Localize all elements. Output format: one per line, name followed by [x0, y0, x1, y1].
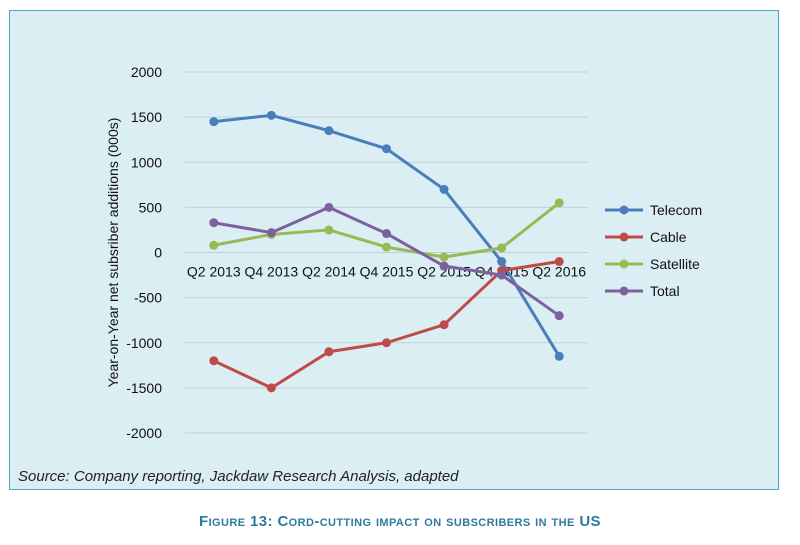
legend-marker-cable [619, 232, 629, 242]
data-point-telecom [497, 257, 507, 267]
y-tick-label: -2000 [126, 425, 162, 441]
data-point-total [382, 229, 391, 239]
legend-label-telecom: Telecom [650, 202, 702, 218]
data-point-total [554, 311, 564, 321]
data-point-satellite [324, 225, 334, 235]
data-point-telecom [266, 110, 276, 120]
series-line-total [213, 205, 561, 317]
data-point-cable [209, 356, 219, 366]
legend-marker-satellite [619, 259, 629, 269]
x-tick-label: Q4 2015 [360, 264, 414, 280]
data-point-satellite [554, 198, 564, 208]
data-point-satellite [209, 240, 219, 250]
figure-caption-text: Figure 13: Cord-cutting impact on subscr… [199, 513, 601, 530]
y-tick-label: 1500 [131, 109, 162, 125]
y-tick-label: -500 [134, 290, 162, 306]
data-point-cable [266, 383, 276, 393]
data-point-total [439, 261, 449, 271]
data-point-telecom [554, 351, 564, 361]
y-axis-title: Year-on-Year net subsriber additions (00… [105, 118, 121, 388]
legend-marker-total [619, 286, 629, 296]
data-point-telecom [324, 126, 334, 136]
data-point-telecom [209, 117, 219, 127]
x-tick-label: Q4 2013 [244, 264, 298, 280]
data-point-cable [382, 338, 391, 348]
legend-label-satellite: Satellite [650, 256, 700, 272]
legend-label-cable: Cable [650, 229, 687, 245]
x-tick-label: Q2 2013 [187, 264, 241, 280]
data-point-satellite [497, 243, 507, 253]
x-tick-label: Q2 2014 [302, 264, 356, 280]
y-tick-label: -1500 [126, 380, 162, 396]
chart-panel: 2000 1500 1000 500 0 -500 -1000 -1500 -2000 Q2 20… [9, 10, 779, 490]
y-tick-label: 2000 [131, 64, 162, 80]
data-point-satellite [382, 242, 391, 252]
data-point-telecom [382, 144, 391, 154]
data-point-cable [554, 257, 564, 267]
y-tick-label: 1000 [131, 154, 162, 170]
data-point-total [266, 228, 276, 238]
y-tick-label: 0 [154, 245, 162, 261]
data-point-total [209, 218, 219, 228]
figure-caption: Figure 13: Cord-cutting impact on subscr… [0, 513, 800, 530]
legend-label-total: Total [650, 283, 680, 299]
x-tick-label: Q2 2016 [532, 264, 586, 280]
y-tick-label: 500 [139, 199, 163, 215]
legend-marker-telecom [619, 205, 629, 215]
data-point-total [497, 270, 507, 280]
y-tick-label: -1000 [126, 335, 162, 351]
data-point-cable [324, 347, 334, 357]
data-point-total [324, 202, 334, 212]
data-point-satellite [439, 252, 449, 262]
line-chart: 2000 1500 1000 500 0 -500 -1000 -1500 -2000 Q2 20… [105, 64, 702, 441]
source-note: Source: Company reporting, Jackdaw Resea… [18, 468, 459, 485]
data-point-telecom [439, 184, 449, 194]
data-point-cable [439, 320, 449, 330]
